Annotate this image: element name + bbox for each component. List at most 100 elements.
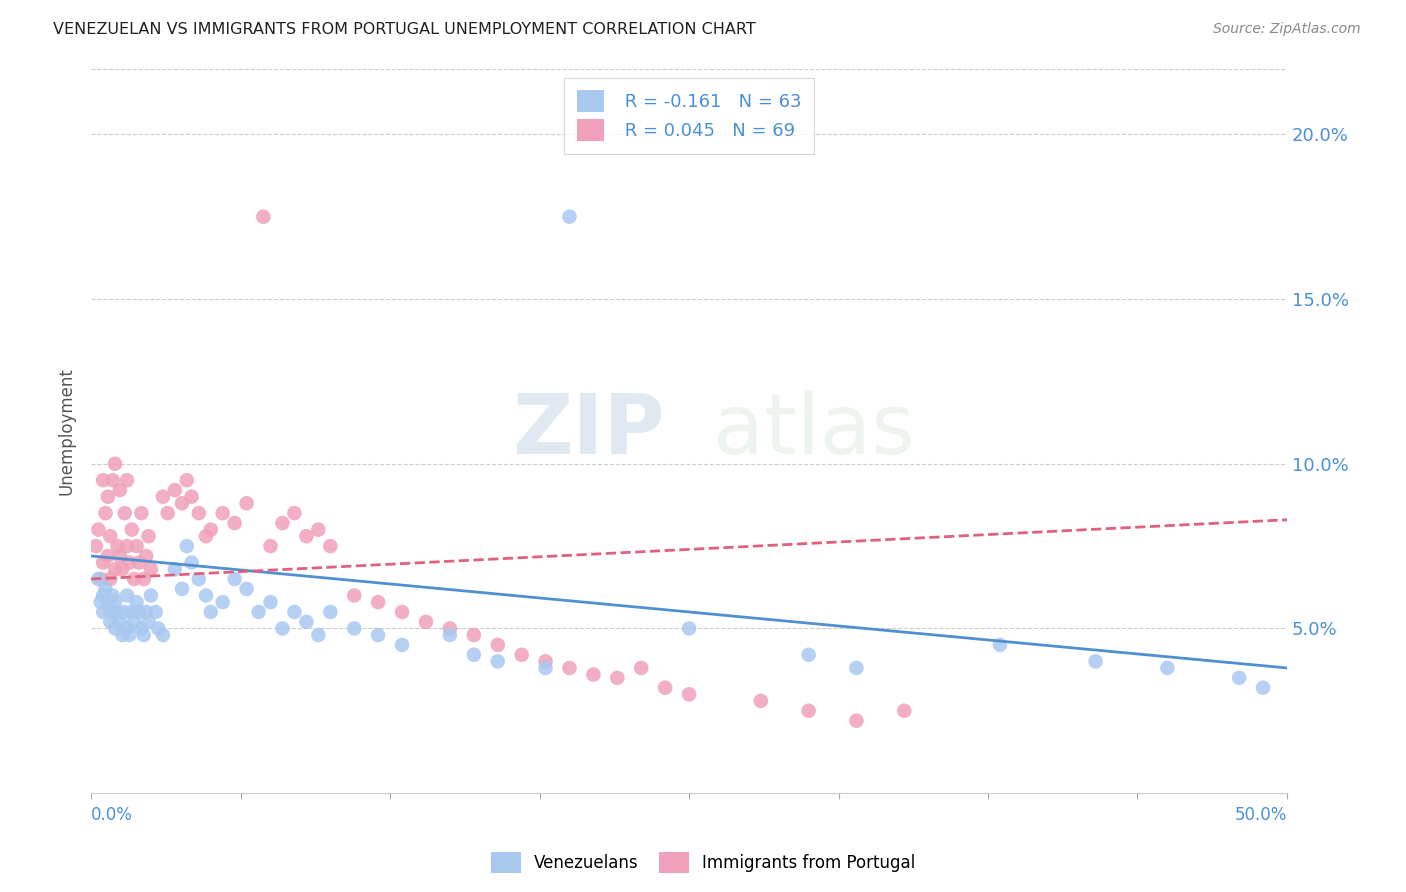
Point <box>90 572 112 586</box>
Point <box>91 556 114 570</box>
Point <box>98 572 121 586</box>
Point <box>132 628 155 642</box>
Point <box>295 529 318 543</box>
Point <box>283 605 305 619</box>
Point <box>91 589 114 603</box>
Point <box>271 516 294 530</box>
Point <box>391 605 413 619</box>
Point <box>97 490 120 504</box>
Point <box>156 506 179 520</box>
Point <box>180 490 202 504</box>
Point <box>98 529 121 543</box>
Point <box>845 714 868 728</box>
Point <box>90 595 112 609</box>
Point <box>606 671 628 685</box>
Point <box>125 595 148 609</box>
Point <box>104 457 127 471</box>
Point <box>176 539 198 553</box>
Point <box>91 473 114 487</box>
Point <box>211 595 233 609</box>
Point <box>122 572 145 586</box>
Point <box>114 506 136 520</box>
Point <box>319 539 342 553</box>
Point <box>678 687 700 701</box>
Point <box>343 622 366 636</box>
Point <box>180 556 202 570</box>
Point <box>235 496 257 510</box>
Point <box>135 549 157 563</box>
Point <box>170 496 193 510</box>
Point <box>654 681 676 695</box>
Point <box>122 615 145 629</box>
Point <box>91 605 114 619</box>
Point <box>163 483 186 497</box>
Point <box>104 622 127 636</box>
Point <box>259 539 281 553</box>
Point <box>163 562 186 576</box>
Point <box>98 615 121 629</box>
Point <box>1084 654 1107 668</box>
Point <box>131 506 153 520</box>
Point <box>111 628 134 642</box>
Point <box>125 539 148 553</box>
Point <box>121 523 143 537</box>
Point <box>187 572 209 586</box>
Point <box>115 622 138 636</box>
Point <box>104 562 127 576</box>
Point <box>211 506 233 520</box>
Y-axis label: Unemployment: Unemployment <box>58 367 75 495</box>
Point <box>247 605 270 619</box>
Point <box>139 562 162 576</box>
Point <box>295 615 318 629</box>
Point <box>988 638 1011 652</box>
Point <box>138 615 160 629</box>
Point <box>118 628 141 642</box>
Point <box>131 622 153 636</box>
Legend:  R = -0.161   N = 63,  R = 0.045   N = 69: R = -0.161 N = 63, R = 0.045 N = 69 <box>564 78 814 154</box>
Point <box>307 628 329 642</box>
Point <box>463 648 485 662</box>
Point <box>486 654 509 668</box>
Point <box>271 622 294 636</box>
Point <box>252 210 274 224</box>
Point <box>343 589 366 603</box>
Point <box>84 539 107 553</box>
Point <box>845 661 868 675</box>
Point <box>582 667 605 681</box>
Point <box>797 704 820 718</box>
Point <box>135 605 157 619</box>
Point <box>259 595 281 609</box>
Point <box>108 549 131 563</box>
Point <box>224 516 246 530</box>
Point <box>152 490 174 504</box>
Point <box>367 595 389 609</box>
Point <box>630 661 652 675</box>
Text: 50.0%: 50.0% <box>1234 806 1286 824</box>
Point <box>108 483 131 497</box>
Point <box>94 582 117 596</box>
Point <box>101 473 124 487</box>
Point <box>486 638 509 652</box>
Point <box>224 572 246 586</box>
Point <box>463 628 485 642</box>
Point <box>101 589 124 603</box>
Point <box>139 589 162 603</box>
Point <box>107 539 129 553</box>
Point <box>97 595 120 609</box>
Point <box>367 628 389 642</box>
Point <box>415 615 437 629</box>
Point <box>170 582 193 596</box>
Text: 0.0%: 0.0% <box>91 806 134 824</box>
Point <box>187 506 209 520</box>
Point <box>194 529 217 543</box>
Point <box>121 605 143 619</box>
Point <box>94 506 117 520</box>
Point <box>235 582 257 596</box>
Point <box>176 473 198 487</box>
Point <box>115 539 138 553</box>
Point <box>107 605 129 619</box>
Text: Source: ZipAtlas.com: Source: ZipAtlas.com <box>1213 22 1361 37</box>
Point <box>391 638 413 652</box>
Point <box>128 556 150 570</box>
Point <box>87 523 110 537</box>
